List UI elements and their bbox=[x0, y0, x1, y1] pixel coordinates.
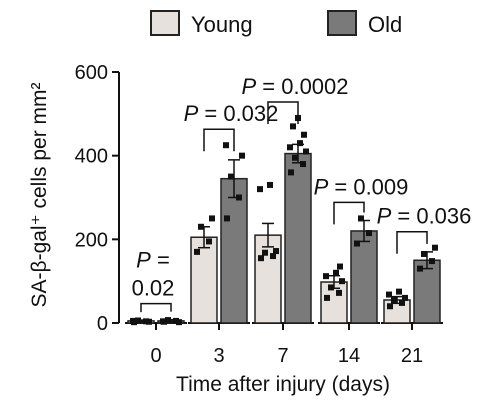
data-point bbox=[333, 269, 339, 276]
data-point bbox=[339, 278, 345, 285]
data-point bbox=[198, 223, 204, 230]
data-point bbox=[323, 273, 329, 280]
data-point bbox=[391, 296, 397, 303]
legend-label-young: Young bbox=[191, 12, 253, 37]
x-tick-label: 7 bbox=[277, 345, 288, 367]
p-value-label: P = 0.036 bbox=[377, 204, 472, 229]
legend-label-old: Old bbox=[368, 12, 402, 37]
data-point bbox=[337, 263, 343, 270]
data-point bbox=[239, 152, 245, 159]
data-point bbox=[273, 248, 279, 255]
data-point bbox=[209, 215, 215, 222]
significance-bracket bbox=[333, 201, 365, 225]
significance-bracket bbox=[396, 230, 428, 254]
data-point bbox=[290, 123, 296, 130]
x-tick-label: 0 bbox=[150, 345, 161, 367]
data-point bbox=[417, 265, 423, 272]
data-point bbox=[228, 173, 234, 180]
data-point bbox=[194, 248, 200, 255]
data-point bbox=[267, 181, 273, 188]
data-point bbox=[328, 284, 334, 291]
data-point bbox=[301, 131, 307, 138]
data-point bbox=[206, 238, 212, 245]
data-point bbox=[366, 230, 372, 237]
data-point bbox=[257, 186, 263, 193]
bar-old bbox=[284, 152, 312, 324]
y-tick-label: 0 bbox=[97, 313, 108, 335]
data-point bbox=[429, 258, 435, 265]
x-tick-label: 14 bbox=[338, 345, 360, 367]
data-point bbox=[224, 215, 230, 222]
data-point bbox=[358, 215, 364, 222]
data-point bbox=[402, 294, 408, 301]
data-point bbox=[236, 194, 242, 201]
data-point bbox=[160, 318, 166, 325]
data-point bbox=[300, 161, 306, 168]
p-value-label: P = 0.0002 bbox=[241, 74, 348, 99]
data-point bbox=[354, 240, 360, 247]
p-value-label: 0.02 bbox=[132, 276, 175, 301]
data-point bbox=[432, 244, 438, 251]
significance-bracket bbox=[267, 101, 299, 125]
bar-old bbox=[220, 177, 248, 324]
data-point bbox=[262, 249, 268, 256]
data-point bbox=[258, 255, 264, 262]
data-point bbox=[421, 250, 427, 257]
data-point bbox=[297, 140, 303, 147]
data-point bbox=[130, 317, 136, 324]
x-tick-label: 3 bbox=[213, 345, 224, 367]
significance-bracket bbox=[140, 302, 172, 313]
p-value-label: P = 0.009 bbox=[314, 174, 409, 199]
data-point bbox=[287, 144, 293, 151]
p-value-label: P = 0.032 bbox=[184, 101, 279, 126]
significance-bracket bbox=[203, 128, 235, 152]
x-tick-label: 21 bbox=[401, 345, 423, 367]
data-point bbox=[396, 288, 402, 295]
data-point bbox=[292, 154, 298, 161]
y-tick-label: 400 bbox=[75, 146, 108, 168]
data-point bbox=[135, 317, 141, 324]
y-tick-label: 200 bbox=[75, 229, 108, 251]
data-point bbox=[176, 319, 182, 326]
data-point bbox=[165, 317, 171, 324]
data-point bbox=[223, 142, 229, 149]
data-point bbox=[399, 299, 405, 306]
data-point bbox=[336, 289, 342, 296]
p-value-label: P = bbox=[136, 248, 170, 273]
data-point bbox=[387, 303, 393, 310]
data-point bbox=[386, 291, 392, 298]
data-point bbox=[270, 253, 276, 260]
legend-swatch-old bbox=[327, 10, 357, 36]
y-tick-label: 600 bbox=[75, 62, 108, 84]
legend-swatch-young bbox=[150, 10, 180, 36]
data-point bbox=[303, 148, 309, 155]
data-point bbox=[324, 294, 330, 301]
x-axis-title: Time after injury (days) bbox=[176, 373, 390, 396]
legend: Young Old bbox=[150, 10, 402, 37]
data-point bbox=[146, 318, 152, 325]
y-axis-title: SA-β-gal⁺ cells per mm² bbox=[28, 82, 51, 307]
data-point bbox=[288, 169, 294, 176]
